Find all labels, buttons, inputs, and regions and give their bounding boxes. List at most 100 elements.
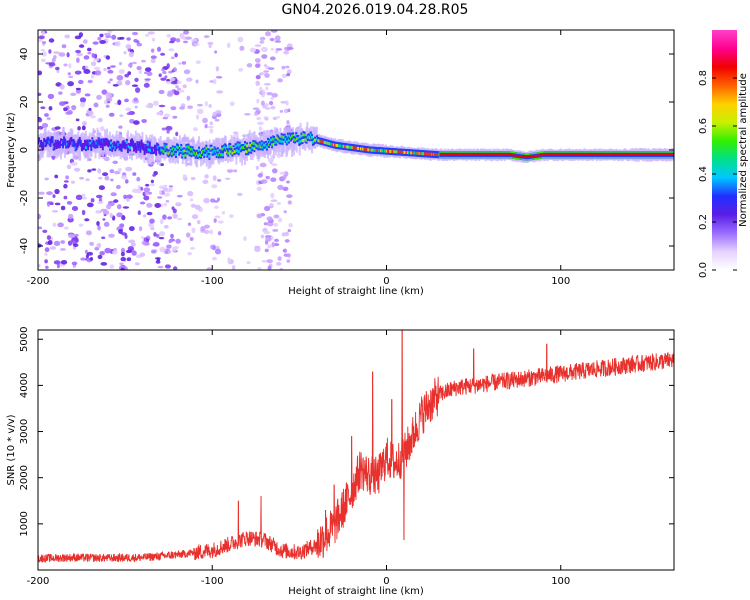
ridge-band-lower (644, 157, 647, 159)
ridge-band-lower (560, 157, 562, 159)
ridge-peak (215, 153, 218, 157)
snr-xtick-label: -200 (27, 576, 50, 587)
ridge-peak (371, 148, 374, 152)
ridge-peak (666, 153, 669, 156)
noise-blob (113, 199, 119, 203)
noise-blob (176, 194, 183, 198)
ridge-band-upper (642, 151, 645, 153)
ridge-peak (654, 153, 657, 156)
noise-blob (99, 126, 105, 132)
ridge-band-upper (589, 151, 592, 153)
noise-blob (166, 129, 170, 134)
noise-blob (126, 197, 130, 202)
noise-blob (187, 105, 194, 109)
noise-blob (111, 34, 117, 40)
ridge-core (86, 139, 89, 147)
ridge-band-upper (606, 151, 608, 153)
noise-blob (146, 211, 153, 216)
ridge-band-upper (527, 153, 530, 155)
noise-blob (161, 127, 167, 131)
noise-blob (139, 201, 146, 205)
noise-blob (191, 214, 199, 220)
ridge-peak (482, 153, 485, 156)
noise-blob (211, 184, 218, 189)
ridge-peak (160, 148, 163, 152)
ridge-peak (570, 153, 573, 156)
ridge-band-lower (439, 157, 442, 159)
noise-blob (47, 201, 54, 204)
noise-blob (73, 233, 79, 237)
spectrogram-ylabel: Frequency (Hz) (6, 112, 17, 188)
ridge-band-lower (554, 157, 557, 159)
noise-blob (59, 84, 65, 90)
ridge-core (126, 146, 129, 154)
noise-blob (178, 62, 182, 65)
ridge-peak (624, 153, 627, 156)
noise-blob (191, 227, 196, 234)
ridge-core (42, 143, 45, 151)
ridge-band-lower (442, 157, 445, 159)
ridge-band-lower (583, 157, 585, 159)
ridge-peak (190, 152, 193, 156)
ridge-band-upper (644, 151, 647, 153)
noise-blob (185, 232, 191, 238)
ridge-peak (242, 146, 245, 149)
snr-ylabel: SNR (10 * v/v) (6, 414, 17, 485)
noise-blob (109, 212, 114, 219)
noise-blob (267, 157, 275, 163)
noise-blob (149, 218, 155, 224)
noise-blob (78, 223, 84, 227)
noise-blob (125, 107, 132, 112)
ridge-peak (204, 148, 207, 152)
noise-blob (187, 222, 192, 226)
ridge-core (154, 144, 156, 152)
noise-blob (156, 111, 163, 116)
ridge-band-lower (608, 157, 611, 159)
ridge-peak (560, 153, 563, 156)
noise-blob (277, 217, 283, 223)
spectrogram-xtick-label: 0 (383, 276, 389, 287)
ridge-band-lower (646, 157, 649, 159)
ridge-peak (321, 140, 324, 144)
noise-blob (86, 251, 94, 256)
ridge-peak (668, 153, 671, 156)
ridge-peak (638, 153, 641, 156)
noise-blob (244, 113, 251, 116)
ridge-peak (420, 152, 423, 156)
noise-blob (136, 66, 142, 71)
noise-blob (202, 117, 208, 124)
ridge-band-upper (548, 151, 551, 153)
ridge-core (104, 137, 107, 145)
ridge-band-lower (458, 157, 461, 159)
ridge-peak (443, 153, 446, 156)
noise-blob (115, 41, 121, 47)
noise-blob (116, 75, 124, 81)
ridge-band-upper (658, 151, 661, 153)
ridge-peak (234, 145, 237, 149)
noise-blob (97, 201, 104, 205)
ridge-peak (610, 153, 613, 156)
noise-blob (203, 197, 210, 204)
noise-blob (282, 186, 289, 191)
noise-blob (281, 232, 286, 237)
ridge-band-lower (600, 157, 603, 159)
noise-blob (283, 108, 289, 114)
noise-blob (144, 78, 151, 81)
noise-blob (166, 78, 171, 82)
ridge-core (120, 144, 123, 152)
noise-blob (127, 63, 133, 68)
noise-blob (83, 55, 90, 60)
ridge-band-lower (474, 157, 477, 159)
ridge-peak (302, 133, 305, 137)
noise-blob (103, 67, 107, 72)
noise-blob (193, 127, 198, 132)
noise-blob (46, 117, 51, 121)
noise-blob (152, 241, 160, 247)
ridge-peak (601, 153, 604, 156)
noise-blob (74, 167, 81, 172)
ridge-core (49, 140, 52, 147)
ridge-peak (244, 143, 246, 147)
noise-blob (266, 216, 273, 221)
ridge-peak (271, 143, 274, 147)
ridge-peak (355, 146, 358, 150)
